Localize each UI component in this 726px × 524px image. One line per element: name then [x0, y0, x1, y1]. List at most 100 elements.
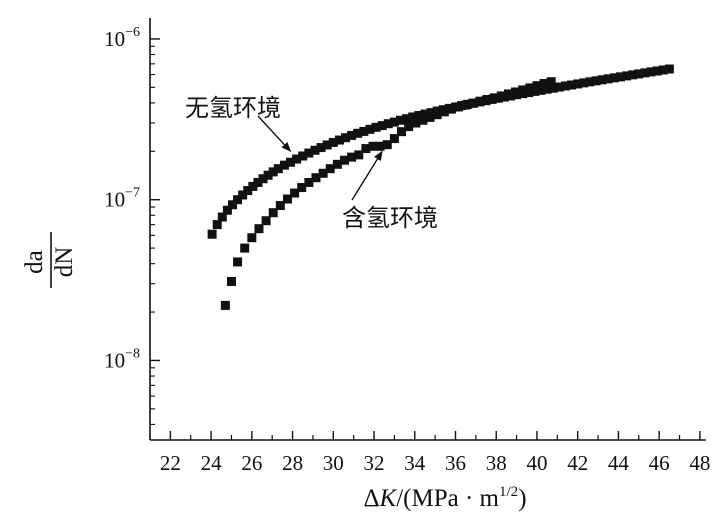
- x-tick-label: 46: [649, 451, 670, 475]
- data-point: [233, 257, 243, 267]
- data-point: [322, 140, 332, 150]
- data-point: [503, 89, 513, 99]
- data-marks: [207, 64, 674, 310]
- data-point: [634, 69, 644, 79]
- data-point: [425, 112, 435, 122]
- data-point: [325, 164, 335, 174]
- data-point: [347, 152, 357, 162]
- x-tick-label: 22: [160, 451, 181, 475]
- y-tick-label-base: 10: [104, 348, 125, 372]
- data-point: [297, 183, 307, 193]
- x-tick-label: 38: [486, 451, 507, 475]
- data-point: [454, 102, 464, 112]
- data-point: [227, 200, 237, 210]
- data-point: [253, 177, 263, 187]
- x-tick-label: 36: [445, 451, 466, 475]
- data-point: [377, 121, 387, 131]
- data-point: [489, 93, 499, 103]
- data-point: [279, 160, 289, 170]
- x-tick-label: 24: [201, 451, 223, 475]
- data-point: [316, 143, 326, 153]
- x-tick-label: 44: [608, 451, 630, 475]
- data-point: [318, 168, 328, 178]
- x-axis-label: ΔK/(MPa · m1/2): [363, 484, 526, 512]
- data-point: [292, 154, 302, 164]
- data-point: [304, 177, 314, 187]
- data-point: [383, 119, 393, 129]
- data-point: [567, 80, 577, 90]
- data-point: [341, 133, 351, 143]
- data-point: [286, 157, 296, 167]
- data-point: [622, 71, 632, 81]
- data-point: [375, 141, 385, 151]
- data-point: [311, 173, 321, 183]
- data-point: [361, 144, 371, 154]
- data-point: [511, 87, 521, 97]
- data-point: [222, 205, 232, 215]
- data-point: [546, 77, 556, 87]
- data-point: [310, 145, 320, 155]
- y-axis-label-numerator: da: [21, 250, 48, 274]
- data-point: [652, 66, 662, 76]
- x-tick-label: 40: [526, 451, 547, 475]
- y-tick-label-exponent: −7: [125, 186, 140, 201]
- data-point: [461, 100, 471, 110]
- data-point: [402, 114, 412, 124]
- y-tick-label: 10−7: [104, 186, 140, 212]
- data-point: [389, 134, 399, 144]
- data-point: [426, 108, 436, 118]
- data-point: [439, 107, 449, 117]
- data-point: [240, 243, 250, 253]
- y-tick-label: 10−8: [104, 346, 140, 372]
- data-point: [640, 68, 650, 78]
- data-point: [397, 127, 407, 137]
- data-point: [304, 148, 314, 158]
- data-point: [282, 194, 292, 204]
- data-point: [609, 73, 619, 83]
- data-point: [646, 67, 656, 77]
- x-axis-label-exp: 1/2: [499, 484, 518, 500]
- data-point: [432, 110, 442, 120]
- data-point: [217, 212, 227, 222]
- data-point: [418, 115, 428, 125]
- data-point: [328, 137, 338, 147]
- y-tick-label-exponent: −6: [125, 25, 140, 40]
- annotation-label: 含氢环境: [342, 204, 438, 232]
- x-axis-label-unit: /(MPa · m: [396, 485, 499, 512]
- y-axis-label-numerator-text: da: [21, 250, 48, 274]
- data-point: [554, 82, 564, 92]
- data-point: [446, 104, 456, 114]
- x-tick-label: 26: [241, 451, 262, 475]
- data-point: [238, 190, 248, 200]
- x-tick-label: 28: [282, 451, 303, 475]
- data-point: [207, 229, 217, 239]
- data-point: [334, 135, 344, 145]
- data-point: [298, 151, 308, 161]
- data-point: [347, 130, 357, 140]
- y-tick-label-base: 10: [104, 188, 125, 212]
- data-point: [359, 126, 369, 136]
- data-point: [339, 155, 349, 165]
- data-point: [628, 70, 638, 80]
- data-point: [332, 159, 342, 169]
- data-point: [254, 224, 264, 234]
- data-point: [396, 115, 406, 125]
- x-axis-label-delta: Δ: [363, 485, 379, 512]
- data-point: [365, 124, 375, 134]
- data-point: [290, 188, 300, 198]
- data-point: [268, 208, 278, 218]
- annotation-arrow: [351, 150, 383, 201]
- data-point: [548, 83, 558, 93]
- x-tick-label: 30: [323, 451, 344, 475]
- data-point: [536, 85, 546, 95]
- data-point: [585, 77, 595, 87]
- x-tick-label: 48: [689, 451, 710, 475]
- data-point: [579, 78, 589, 88]
- data-point: [411, 118, 421, 128]
- data-point: [591, 76, 601, 86]
- data-point: [233, 195, 243, 205]
- x-tick-label: 34: [404, 451, 426, 475]
- data-point: [573, 79, 583, 89]
- x-tick-label: 42: [567, 451, 588, 475]
